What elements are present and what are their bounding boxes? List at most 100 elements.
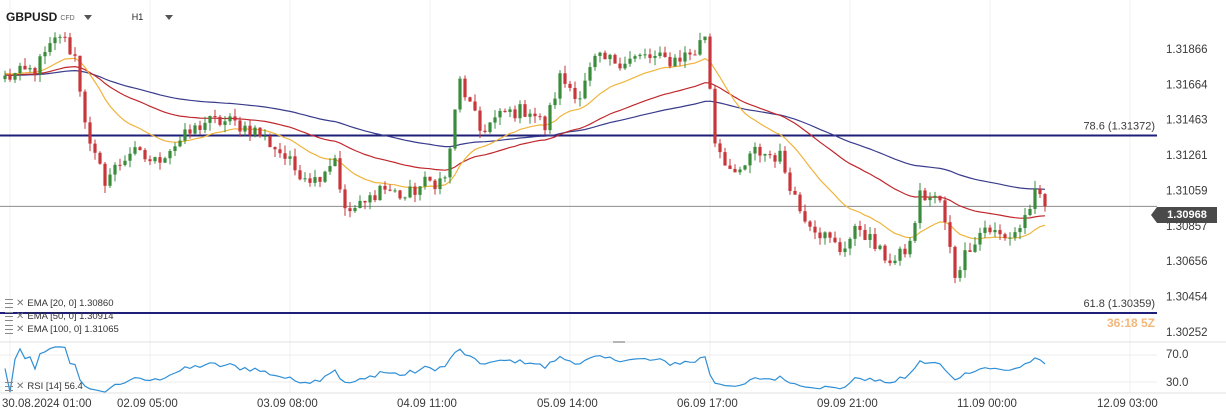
candle-body [683,52,687,62]
legend-ema-50[interactable]: ✕ EMA [50, 0] 1.30914 [5,310,113,322]
candle-body [353,207,357,212]
candle-body [503,110,507,112]
candle-body [938,195,942,201]
legend-ema-20[interactable]: ✕ EMA [20, 0] 1.30860 [5,297,113,309]
candle-body [368,195,372,203]
candle-body [248,125,252,136]
fib-618-label: 61.8 (1.30359) [1083,298,1155,310]
candle-body [298,170,302,180]
candle-body [148,159,152,162]
candle-body [613,54,617,64]
candle-body [13,73,17,80]
candle-body [8,75,12,80]
candle-body [473,101,477,111]
candle-body [1023,215,1027,229]
candle-body [698,40,702,55]
legend-ema-20-label: EMA [20, 0] 1.30860 [27,297,114,309]
candle-body [988,227,992,233]
candle-body [18,65,22,74]
rsi-line [4,346,1046,393]
candle-body [203,122,207,130]
symbol-dropdown-chevron-icon[interactable] [83,14,92,20]
candle-body [758,146,762,156]
candle-body [73,54,77,56]
candle-body [723,152,727,166]
candle-body [258,127,262,137]
candle-body [423,176,427,187]
candle-body [328,166,332,172]
time-axis[interactable]: 30.08.2024 01:00 02.09 05:00 03.09 08:00 04… [2,398,1158,410]
candle-body [168,151,172,159]
candle-body [333,158,337,167]
candle-body [813,226,817,233]
candle-body [833,237,837,243]
candle-body [398,190,402,199]
candle-body [923,190,927,201]
time-tick-label: 12.09 03:00 [1097,398,1158,410]
candle-body [428,176,432,181]
candle-body [23,65,27,70]
candle-body [348,208,352,212]
candle-body [803,211,807,222]
countdown-label: 36:18 5Z [1107,316,1155,330]
candle-body [103,163,107,186]
candle-body [223,121,227,125]
candle-body [623,63,627,69]
close-icon[interactable]: ✕ [16,323,25,335]
candle-body [78,55,82,92]
candle-body [788,172,792,191]
candle-body [483,130,487,133]
candle-body [768,154,772,156]
candle-body [1028,208,1032,216]
candle-body [968,250,972,252]
close-icon[interactable]: ✕ [16,380,25,392]
candle-body [528,113,532,117]
candle-body [498,110,502,118]
settings-menu-icon[interactable] [5,324,13,334]
candle-body [578,98,582,100]
fibonacci-lines [0,134,1157,315]
ema-50-line [4,65,1046,219]
settings-menu-icon[interactable] [5,298,13,308]
price-axis[interactable]: 1.31866 1.31664 1.31463 1.31261 1.31059 1.308… [1166,44,1208,339]
candle-body [548,105,552,131]
candle-body [263,135,267,137]
close-icon[interactable]: ✕ [16,297,25,309]
candle-body [878,245,882,249]
time-tick-label: 06.09 17:00 [677,398,738,410]
candle-body [868,234,872,240]
candle-body [293,156,297,171]
candle-body [213,115,217,117]
candle-body [118,164,122,166]
symbol-label[interactable]: GBPUSD [6,10,58,24]
price-tick-label: 1.30857 [1166,221,1208,233]
time-tick-label: 11.09 00:00 [957,398,1017,410]
candle-body [648,54,652,58]
candle-body [558,73,562,99]
timeframe-dropdown-chevron-icon[interactable] [165,14,174,20]
candle-body [188,129,192,134]
close-icon[interactable]: ✕ [16,310,25,322]
price-tick-label: 1.30454 [1166,291,1208,303]
candle-body [513,109,517,119]
time-tick-label: 05.09 14:00 [537,398,598,410]
candle-body [993,229,997,233]
settings-menu-icon[interactable] [5,381,13,391]
candle-body [863,229,867,240]
legend-ema-100[interactable]: ✕ EMA [100, 0] 1.31065 [5,323,119,335]
price-tick-label: 1.31261 [1166,150,1208,162]
timeframe-label[interactable]: H1 [131,12,144,22]
candle-body [523,104,527,117]
candle-body [238,120,242,132]
price-tick-label: 1.31463 [1166,115,1208,127]
candle-body [218,116,222,125]
candle-body [443,177,447,179]
candle-body [913,223,917,241]
candle-body [63,36,67,38]
candle-body [68,37,72,55]
settings-menu-icon[interactable] [5,311,13,321]
candle-body [973,244,977,252]
candle-body [738,169,742,173]
legend-rsi[interactable]: ✕ RSI [14] 56.4 [5,380,83,392]
